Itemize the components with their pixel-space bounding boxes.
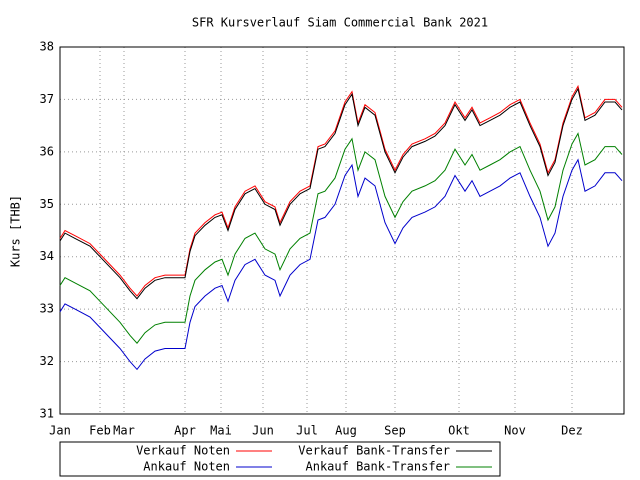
y-tick-label: 33 [40, 302, 54, 316]
series-line [59, 87, 623, 300]
x-tick-label: Apr [174, 424, 196, 438]
x-tick-label: Sep [384, 424, 406, 438]
series-line [59, 84, 623, 297]
x-tick-label: Aug [335, 424, 357, 438]
legend-label: Verkauf Bank-Transfer [298, 444, 450, 458]
x-tick-label: Nov [504, 424, 526, 438]
legend-label: Ankauf Bank-Transfer [306, 460, 451, 474]
plot-frame [59, 46, 625, 415]
x-tick-label: Jul [296, 424, 318, 438]
y-tick-label: 35 [40, 197, 54, 211]
legend-label: Verkauf Noten [136, 444, 230, 458]
x-tick-label: Jan [49, 424, 71, 438]
y-tick-label: 36 [40, 144, 54, 158]
chart-title: SFR Kursverlauf Siam Commercial Bank 202… [192, 16, 488, 30]
x-tick-label: Okt [448, 424, 470, 438]
series-line [59, 158, 623, 371]
legend-box [59, 441, 501, 477]
x-tick-label: Feb [89, 424, 111, 438]
x-tick-label: Mai [210, 424, 232, 438]
y-tick-label: 38 [40, 40, 54, 54]
y-axis-label: Kurs [THB] [9, 195, 23, 267]
x-tick-label: Jun [252, 424, 274, 438]
y-tick-label: 31 [40, 407, 54, 421]
legend-label: Ankauf Noten [143, 460, 230, 474]
y-tick-label: 37 [40, 92, 54, 106]
series-line [59, 132, 623, 344]
y-tick-label: 32 [40, 354, 54, 368]
x-tick-label: Dez [561, 424, 583, 438]
x-tick-label: Mar [113, 424, 135, 438]
y-tick-label: 34 [40, 249, 54, 263]
